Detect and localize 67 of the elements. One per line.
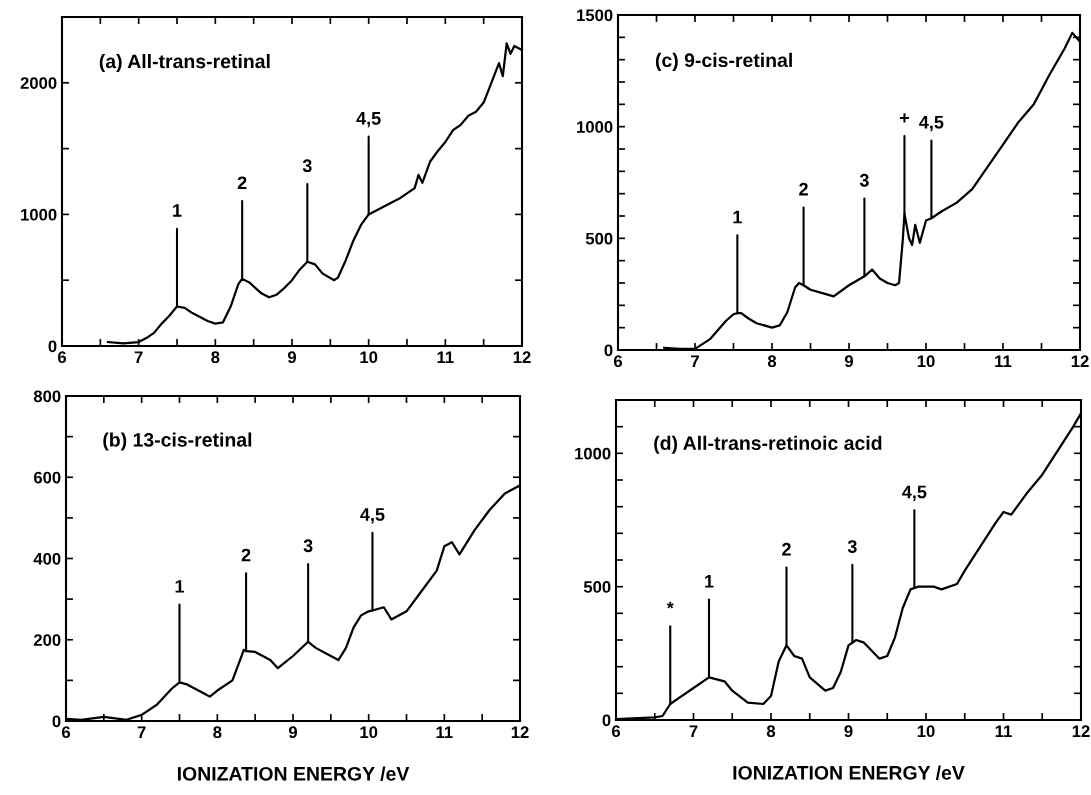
x-tick-label: 7 (137, 726, 146, 738)
y-tick-label: 0 (52, 715, 61, 728)
x-tick-label: 9 (288, 726, 298, 739)
x-tick-label: 11 (436, 726, 453, 738)
y-tick-label: 0 (604, 344, 613, 357)
annotation: 1 (173, 204, 182, 217)
y-tick-label: 200 (33, 634, 61, 646)
x-tick-label: 9 (287, 351, 297, 364)
annotation: 3 (302, 159, 312, 173)
annotation: 4,5 (902, 485, 927, 501)
x-tick-label: 6 (57, 351, 67, 364)
x-tick-label: 8 (766, 725, 776, 738)
annotation: 4,5 (919, 115, 944, 132)
annotation: 1 (175, 580, 185, 593)
y-tick-label: 600 (33, 471, 61, 484)
y-tick-label: 1000 (575, 447, 611, 460)
text: (d) All-trans-retinoic acid (654, 435, 882, 454)
y-tick-label: 1000 (21, 208, 57, 221)
x-tick-label: 10 (917, 725, 935, 738)
text: (b) 13-cis-retinal (103, 432, 252, 451)
y-tick-label: 1500 (577, 9, 613, 22)
x-tick-label: 11 (437, 351, 454, 363)
y-tick-label: 1000 (577, 121, 613, 133)
annotation: 2 (799, 182, 808, 196)
y-tick-label: 400 (33, 552, 61, 565)
annotation: 2 (241, 548, 251, 562)
x-tick-label: 10 (917, 355, 935, 368)
y-tick-label: 0 (602, 714, 611, 727)
annotation: + (899, 113, 909, 123)
annotation: 3 (847, 540, 857, 554)
x-tick-label: 11 (995, 355, 1012, 367)
x-tick-label: 7 (134, 351, 143, 363)
x-tick-label: 6 (611, 725, 621, 738)
x-tick-label: 10 (360, 726, 378, 739)
y-tick-label: 2000 (20, 77, 57, 89)
x-axis-title: IONIZATION ENERGY /eV (177, 766, 410, 781)
annotation: 3 (303, 539, 313, 553)
x-tick-label: 6 (61, 726, 71, 739)
annotation: 4,5 (356, 112, 381, 128)
annotation: 1 (705, 575, 714, 588)
x-tick-label: 9 (844, 725, 853, 738)
x-tick-label: 8 (211, 351, 220, 364)
x-tick-label: 12 (513, 351, 531, 363)
x-tick-label: 9 (844, 355, 854, 368)
annotation: 1 (733, 210, 742, 224)
x-tick-label: 8 (213, 726, 222, 739)
y-tick-label: 0 (48, 340, 57, 353)
annotation: 3 (859, 173, 869, 187)
x-tick-label: 12 (511, 726, 529, 738)
x-tick-label: 10 (360, 351, 378, 364)
annotation: 4,5 (360, 508, 385, 524)
y-tick-label: 800 (33, 390, 61, 403)
annotation: * (666, 601, 674, 609)
x-axis-title: IONIZATION ENERGY /eV (733, 765, 965, 780)
x-tick-label: 12 (1071, 355, 1089, 367)
annotation: 2 (782, 542, 791, 556)
x-tick-label: 12 (1072, 725, 1090, 737)
text: (a) All-trans-retinal (99, 54, 270, 73)
text: (c) 9-cis-retinal (655, 52, 792, 71)
annotation: 2 (237, 176, 247, 190)
x-tick-label: 11 (995, 725, 1012, 737)
y-tick-label: 500 (583, 581, 611, 593)
x-tick-label: 8 (767, 355, 777, 368)
x-tick-label: 6 (613, 355, 623, 368)
x-tick-label: 7 (691, 355, 699, 367)
x-tick-label: 7 (689, 725, 698, 737)
y-tick-label: 500 (585, 232, 613, 245)
